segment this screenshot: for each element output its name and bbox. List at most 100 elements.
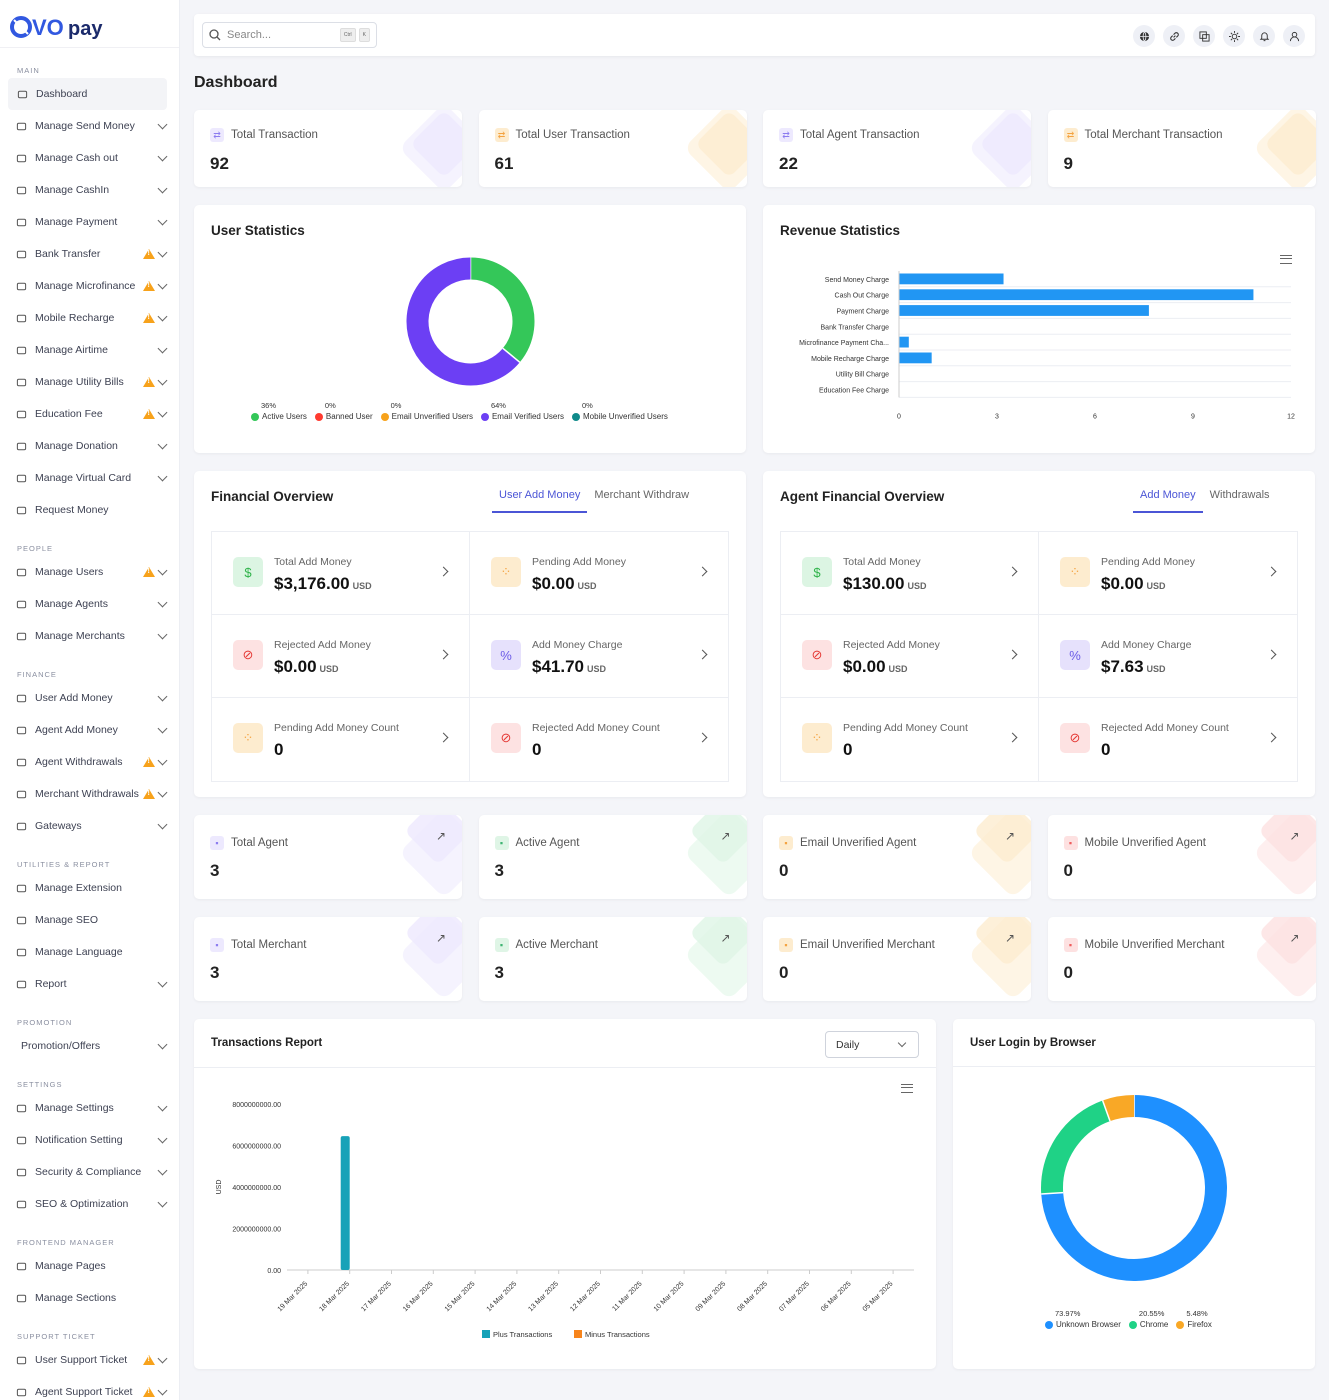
chevron-right-icon[interactable]	[1007, 649, 1018, 660]
user-icon[interactable]	[1283, 25, 1305, 47]
arrow-up-right-icon[interactable]: ↗	[1289, 829, 1300, 843]
sidebar-item-merchant-withdrawals[interactable]: Merchant Withdrawals	[0, 778, 179, 810]
sidebar-item-manage-users[interactable]: Manage Users	[0, 556, 179, 588]
stat-card-total-user-transaction[interactable]: ⇄ Total User Transaction 61	[478, 110, 747, 187]
sidebar-item-manage-microfinance[interactable]: Manage Microfinance	[0, 270, 179, 302]
legend-item[interactable]: 36% Active Users	[251, 401, 307, 421]
stat-card-total-transaction[interactable]: ⇄ Total Transaction 92	[194, 110, 462, 187]
chevron-right-icon[interactable]	[697, 566, 708, 577]
chevron-right-icon[interactable]	[697, 732, 708, 743]
arrow-up-right-icon[interactable]: ↗	[1004, 931, 1015, 945]
sidebar-item-seo-optimization[interactable]: SEO & Optimization	[0, 1188, 179, 1220]
overview-cell-rejected-add-money-count[interactable]: ⊘ Rejected Add Money Count 0	[1039, 698, 1297, 781]
overview-cell-total-add-money[interactable]: $ Total Add Money $130.00 USD	[781, 532, 1039, 615]
sidebar-item-user-support-ticket[interactable]: User Support Ticket	[0, 1344, 179, 1376]
sidebar-item-manage-agents[interactable]: Manage Agents	[0, 588, 179, 620]
sidebar-item-user-add-money[interactable]: User Add Money	[0, 682, 179, 714]
sidebar-item-agent-withdrawals[interactable]: Agent Withdrawals	[0, 746, 179, 778]
arrow-up-right-icon[interactable]: ↗	[720, 931, 731, 945]
chevron-right-icon[interactable]	[438, 732, 449, 743]
chart-menu-icon[interactable]	[901, 1084, 913, 1093]
overview-cell-rejected-add-money[interactable]: ⊘ Rejected Add Money $0.00 USD	[781, 615, 1039, 698]
tab-withdrawals[interactable]: Withdrawals	[1209, 489, 1270, 501]
sidebar-item-request-money[interactable]: Request Money	[0, 494, 179, 526]
overview-cell-pending-add-money-count[interactable]: ⁘ Pending Add Money Count 0	[781, 698, 1039, 781]
sidebar-item-notification-setting[interactable]: Notification Setting	[0, 1124, 179, 1156]
sidebar-item-security-compliance[interactable]: Security & Compliance	[0, 1156, 179, 1188]
revenue-bar[interactable]	[899, 273, 1004, 285]
chevron-right-icon[interactable]	[1007, 566, 1018, 577]
legend-item[interactable]: 5.48% Firefox	[1176, 1309, 1212, 1329]
legend-item[interactable]: 20.55% Chrome	[1128, 1309, 1168, 1329]
sidebar-item-manage-extension[interactable]: Manage Extension	[0, 872, 179, 904]
sidebar-item-report[interactable]: Report	[0, 968, 179, 1000]
stat-card-total-merchant[interactable]: ▪ Total Merchant 3 ↗	[194, 917, 462, 1001]
stat-card-mobile-unverified-merchant[interactable]: ▪ Mobile Unverified Merchant 0 ↗	[1047, 917, 1316, 1001]
overview-cell-rejected-add-money-count[interactable]: ⊘ Rejected Add Money Count 0	[470, 698, 728, 781]
legend-item[interactable]: 73.97% Unknown Browser	[1045, 1309, 1121, 1329]
stat-card-active-merchant[interactable]: ▪ Active Merchant 3 ↗	[478, 917, 747, 1001]
legend-item[interactable]: 0% Banned User	[314, 401, 373, 421]
sidebar-item-manage-send-money[interactable]: Manage Send Money	[0, 110, 179, 142]
sidebar-item-manage-seo[interactable]: Manage SEO	[0, 904, 179, 936]
tab-add-money[interactable]: Add Money	[1133, 489, 1203, 513]
sidebar-item-manage-virtual-card[interactable]: Manage Virtual Card	[0, 462, 179, 494]
stat-card-email-unverified-merchant[interactable]: ▪ Email Unverified Merchant 0 ↗	[763, 917, 1031, 1001]
sidebar-item-manage-language[interactable]: Manage Language	[0, 936, 179, 968]
stat-card-total-agent-transaction[interactable]: ⇄ Total Agent Transaction 22	[763, 110, 1031, 187]
sidebar-item-bank-transfer[interactable]: Bank Transfer	[0, 238, 179, 270]
revenue-bar[interactable]	[899, 352, 932, 364]
overview-cell-add-money-charge[interactable]: % Add Money Charge $7.63 USD	[1039, 615, 1297, 698]
tab-user-add-money[interactable]: User Add Money	[492, 489, 588, 513]
legend-label[interactable]: Minus Transactions	[585, 1330, 650, 1339]
legend-item[interactable]: 0% Email Unverified Users	[380, 401, 473, 421]
chart-menu-icon[interactable]	[1280, 255, 1292, 264]
sidebar-item-manage-merchants[interactable]: Manage Merchants	[0, 620, 179, 652]
legend-item[interactable]: 0% Mobile Unverified Users	[572, 401, 668, 421]
transaction-bar[interactable]	[340, 1136, 350, 1270]
chevron-right-icon[interactable]	[1266, 566, 1277, 577]
overview-cell-rejected-add-money[interactable]: ⊘ Rejected Add Money $0.00 USD	[212, 615, 470, 698]
sidebar-item-manage-donation[interactable]: Manage Donation	[0, 430, 179, 462]
period-select[interactable]: Daily	[825, 1031, 919, 1058]
revenue-bar[interactable]	[899, 336, 909, 348]
tab-merchant-withdraw[interactable]: Merchant Withdraw	[594, 489, 690, 501]
sun-icon[interactable]	[1223, 25, 1245, 47]
chevron-right-icon[interactable]	[1266, 649, 1277, 660]
arrow-up-right-icon[interactable]: ↗	[1004, 829, 1015, 843]
overview-cell-pending-add-money[interactable]: ⁘ Pending Add Money $0.00 USD	[1039, 532, 1297, 615]
chevron-right-icon[interactable]	[438, 566, 449, 577]
arrow-up-right-icon[interactable]: ↗	[435, 829, 446, 843]
chevron-right-icon[interactable]	[1007, 732, 1018, 743]
sidebar-item-gateways[interactable]: Gateways	[0, 810, 179, 842]
stat-card-mobile-unverified-agent[interactable]: ▪ Mobile Unverified Agent 0 ↗	[1047, 815, 1316, 899]
overview-cell-pending-add-money-count[interactable]: ⁘ Pending Add Money Count 0	[212, 698, 470, 781]
revenue-bar[interactable]	[899, 305, 1149, 316]
bell-icon[interactable]	[1253, 25, 1275, 47]
sidebar-item-education-fee[interactable]: Education Fee	[0, 398, 179, 430]
revenue-bar[interactable]	[899, 289, 1254, 301]
arrow-up-right-icon[interactable]: ↗	[435, 931, 446, 945]
stat-card-total-agent[interactable]: ▪ Total Agent 3 ↗	[194, 815, 462, 899]
sidebar-item-promotion-offers[interactable]: Promotion/Offers	[0, 1030, 179, 1062]
arrow-up-right-icon[interactable]: ↗	[720, 829, 731, 843]
stat-card-email-unverified-agent[interactable]: ▪ Email Unverified Agent 0 ↗	[763, 815, 1031, 899]
sidebar-item-manage-cash-out[interactable]: Manage Cash out	[0, 142, 179, 174]
globe-icon[interactable]	[1133, 25, 1155, 47]
sidebar-item-manage-utility-bills[interactable]: Manage Utility Bills	[0, 366, 179, 398]
sidebar-item-manage-airtime[interactable]: Manage Airtime	[0, 334, 179, 366]
sidebar-item-mobile-recharge[interactable]: Mobile Recharge	[0, 302, 179, 334]
sidebar-item-manage-payment[interactable]: Manage Payment	[0, 206, 179, 238]
chevron-right-icon[interactable]	[1266, 732, 1277, 743]
search-input[interactable]: Search... Ctrl K	[202, 22, 377, 48]
legend-item[interactable]: 64% Email Verified Users	[480, 401, 564, 421]
sidebar-item-manage-pages[interactable]: Manage Pages	[0, 1250, 179, 1282]
stat-card-total-merchant-transaction[interactable]: ⇄ Total Merchant Transaction 9	[1047, 110, 1316, 187]
stat-card-active-agent[interactable]: ▪ Active Agent 3 ↗	[478, 815, 747, 899]
sidebar-item-agent-support-ticket[interactable]: Agent Support Ticket	[0, 1376, 179, 1400]
sidebar-item-manage-settings[interactable]: Manage Settings	[0, 1092, 179, 1124]
chevron-right-icon[interactable]	[697, 649, 708, 660]
overview-cell-add-money-charge[interactable]: % Add Money Charge $41.70 USD	[470, 615, 728, 698]
overview-cell-total-add-money[interactable]: $ Total Add Money $3,176.00 USD	[212, 532, 470, 615]
logo[interactable]: VO pay	[0, 0, 179, 48]
